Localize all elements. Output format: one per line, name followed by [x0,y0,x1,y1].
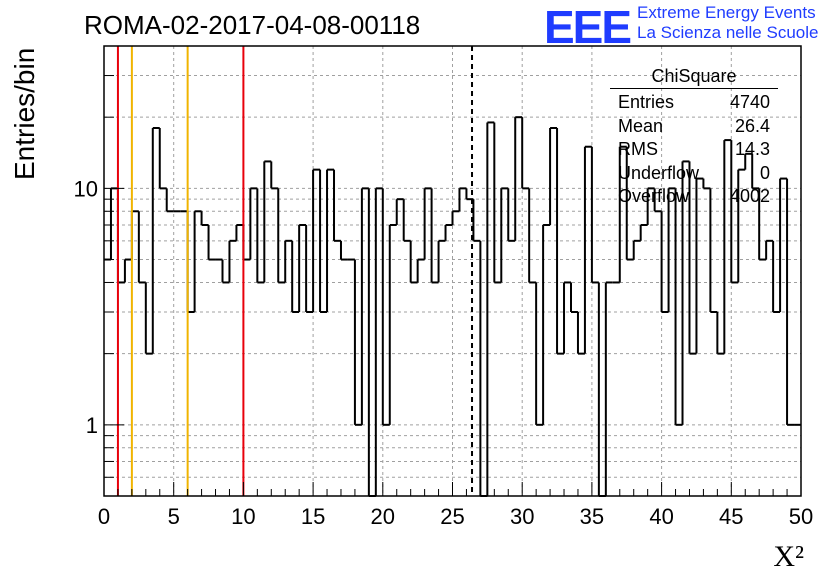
x-tick-label: 5 [168,504,180,529]
stats-label: Mean [618,115,664,136]
stats-value: 26.4 [734,115,770,136]
stats-value: 4740 [729,92,770,112]
stats-label: Underflow [618,162,700,183]
stats-value: 0 [759,162,770,183]
x-axis-label: X² [773,540,804,572]
vertical-marker-lines [116,46,474,496]
stats-row-rms: RMS 14.3 [610,138,778,162]
x-tick-label: 40 [649,504,673,529]
eee-logo: EEE [544,1,632,53]
logo-caption-line2: La Scienza nelle Scuole [637,23,819,42]
logo-caption-line1: Extreme Energy Events [637,3,816,22]
y-tick-label: 10 [74,176,98,201]
x-tick-label: 20 [371,504,395,529]
x-tick-label: 30 [510,504,534,529]
stats-row-underflow: Underflow 0 [610,162,778,186]
stats-label: RMS [618,139,658,159]
stats-row-overflow: Overflow 4002 [610,185,778,209]
x-tick-label: 45 [719,504,743,529]
stats-label: Overflow [618,186,690,206]
x-tick-label: 10 [231,504,255,529]
stats-label: Entries [618,92,675,112]
logo-caption: Extreme Energy Events La Scienza nelle S… [637,3,818,43]
stats-value: 14.3 [734,139,770,159]
stats-box-title: ChiSquare [610,66,778,89]
x-tick-label: 25 [440,504,464,529]
axes: 0 5 10 15 20 25 30 35 40 45 50 1 10 [74,75,813,529]
x-tick-label: 15 [301,504,325,529]
chart-title: ROMA-02-2017-04-08-00118 [84,10,421,40]
x-tick-label: 35 [580,504,604,529]
stats-box: ChiSquare Entries 4740 Mean 26.4 RMS 14.… [610,66,778,209]
stats-value: 4002 [729,186,770,206]
y-tick-label: 1 [86,413,98,438]
x-tick-label: 50 [789,504,813,529]
stats-row-mean: Mean 26.4 [610,115,778,139]
x-tick-label: 0 [98,504,110,529]
y-axis-label: Entries/bin [9,48,40,180]
stats-row-entries: Entries 4740 [610,91,778,115]
